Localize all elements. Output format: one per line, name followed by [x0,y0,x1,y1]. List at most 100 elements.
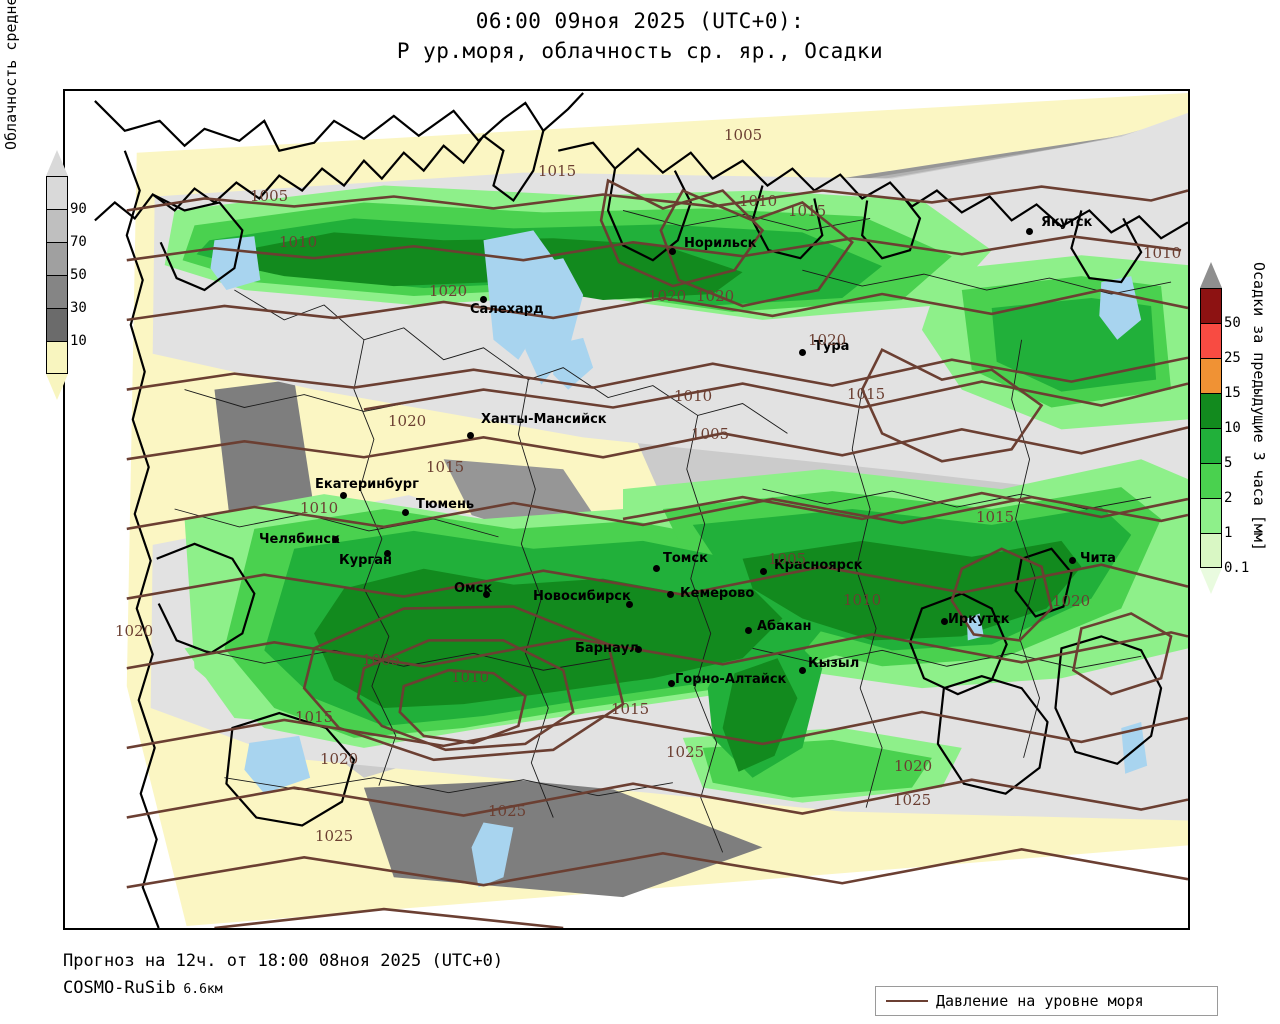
layer-coastline [94,92,1188,928]
isobar-label: 1015 [538,162,577,180]
colorbar-segment [1200,463,1222,498]
colorbar-top-cap [46,150,68,176]
isobar-label: 1015 [976,508,1015,526]
city-name: Абакан [757,619,812,634]
pressure-legend[interactable]: Давление на уровне моря [875,986,1218,1016]
forecast-info: Прогноз на 12ч. от 18:00 08ноя 2025 (UTC… [63,951,504,971]
layer-precipitation [164,185,1188,803]
isobar-label: 1020 [115,622,154,640]
isobar-label: 1020 [388,412,427,430]
colorbar-segment [1200,323,1222,358]
isobar-label: 1015 [295,708,334,726]
cloud-colorbar[interactable]: 90 70 50 30 10 [46,150,87,400]
isobar-label: 1010 [674,387,713,405]
city-dot [626,601,633,608]
colorbar-tick-label: 1 [1224,525,1233,541]
cloud-colorbar-body [46,150,68,400]
city-dot [760,568,767,575]
city-name: Горно-Алтайск [675,672,787,687]
isobar-label: 1020 [320,750,359,768]
layer-region-borders [174,209,1172,853]
isobar-label: 1020 [429,282,468,300]
colorbar-tick-label: 70 [70,234,87,250]
isobar-label: 1025 [666,743,705,761]
city-dot [745,627,752,634]
city-name: Томск [663,551,708,566]
colorbar-tick-label: 30 [70,300,87,316]
city-dot [1026,228,1033,235]
city-name: Чита [1080,551,1116,566]
isobar-label: 1005 [362,651,401,669]
colorbar-tick-label: 90 [70,201,87,217]
city-name: Якутск [1041,215,1093,230]
isobar-label: 1015 [788,202,827,220]
colorbar-segment [1200,428,1222,463]
colorbar-tick-label: 10 [70,333,87,349]
city-dot [1069,557,1076,564]
city-dot [384,550,391,557]
isobar-label: 1015 [426,458,465,476]
city-name: Екатеринбург [315,477,419,492]
colorbar-tick-label: 25 [1224,350,1241,366]
colorbar-segment [46,275,68,308]
city-name: Красноярск [774,558,863,573]
city-dot [799,349,806,356]
cloud-colorbar-title: Облачность среднего яруса [%] [2,0,20,150]
colorbar-segment [46,176,68,209]
colorbar-segment [1200,498,1222,533]
pressure-legend-label: Давление на уровне моря [936,992,1144,1010]
layer-water-bodies [210,230,1148,888]
isobar-label: 1020 [696,287,735,305]
city-name: Кызыл [808,656,860,671]
city-dot [483,591,490,598]
city-name: Салехард [470,302,544,317]
isobar-label: 1010 [279,233,318,251]
city-name: Новосибирск [533,589,631,604]
isobar-label: 1020 [1052,592,1091,610]
isobar-label: 1005 [691,425,730,443]
model-info: COSMO-RuSib 6.6км [63,975,503,1003]
isobar-label: 1005 [724,126,763,144]
map-canvas [65,91,1188,928]
city-name: Омск [454,581,493,596]
model-name: COSMO-RuSib [63,978,176,998]
isobar-label: 1010 [300,499,339,517]
city-dot [799,667,806,674]
city-dot [332,536,339,543]
colorbar-segment [1200,288,1222,323]
map-layers [65,91,1188,928]
colorbar-segment [46,209,68,242]
city-dot [668,680,675,687]
city-dot [669,248,676,255]
colorbar-tick-label: 50 [70,267,87,283]
city-name: Тюмень [416,497,475,512]
city-dot [653,565,660,572]
isobar-label: 1010 [739,192,778,210]
colorbar-segment [46,242,68,275]
isobar-label: 1020 [808,331,847,349]
isobar-label: 1025 [893,791,932,809]
cloud-colorbar-ticks: 90 70 50 30 10 [70,150,110,400]
colorbar-segment [1200,533,1222,568]
colorbar-tick-label: 0.1 [1224,560,1250,576]
colorbar-bottom-cap [1200,568,1222,594]
isobar-label: 1025 [315,827,354,845]
precip-colorbar[interactable]: 50 25 15 10 5 2 1 0.1 [1200,262,1249,594]
weather-map[interactable]: Якутск Норильск Салехард Тура Ханты-Мансийск… [63,89,1190,930]
city-dot [467,432,474,439]
isobar-label: 1010 [1143,244,1182,262]
city-dot [480,296,487,303]
precip-colorbar-body [1200,262,1222,594]
colorbar-tick-label: 10 [1224,420,1241,436]
layer-isobars [126,178,1188,928]
colorbar-segment [46,341,68,374]
colorbar-bottom-cap [46,374,68,400]
city-name: Тура [814,339,850,354]
isobar-label: 1020 [894,757,933,775]
colorbar-tick-label: 15 [1224,385,1241,401]
city-dot [635,646,642,653]
isobar-label: 1015 [611,700,650,718]
city-name: Курган [339,553,392,568]
isobar-label: 1015 [847,385,886,403]
pressure-line-swatch [886,1000,928,1002]
